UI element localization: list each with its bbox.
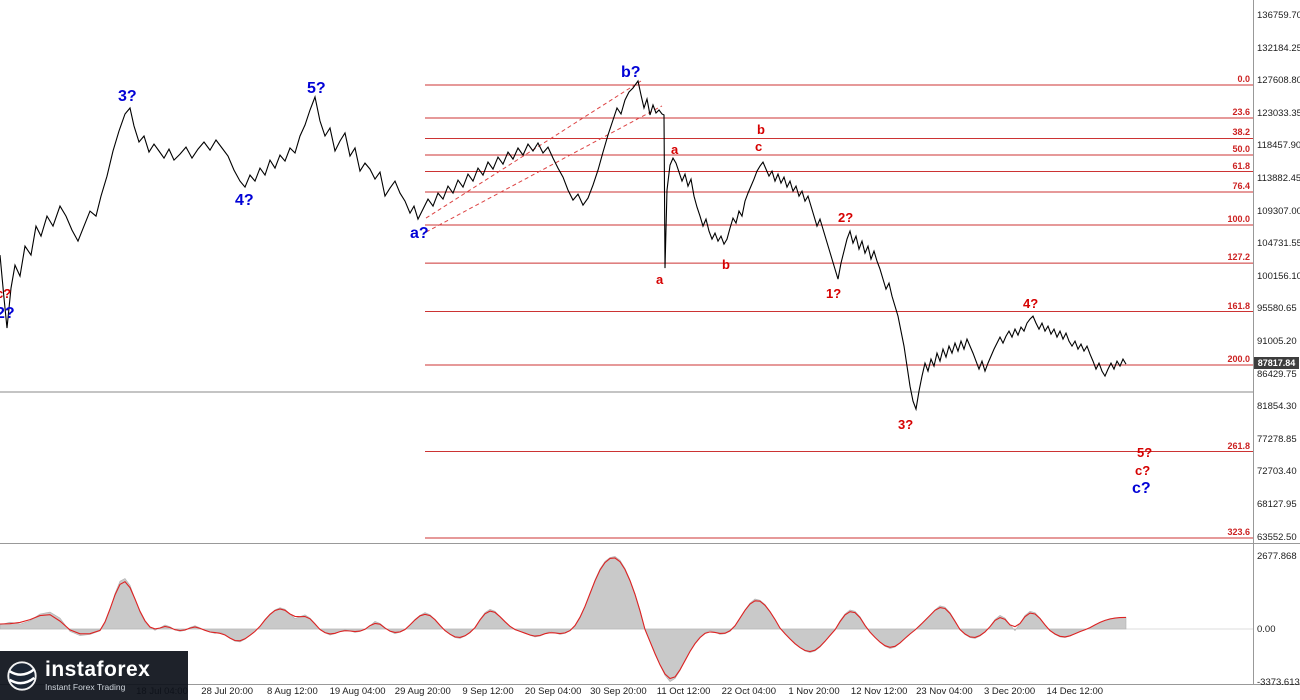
trend-line[interactable] <box>425 105 663 233</box>
brand-name: instaforex <box>45 658 151 681</box>
current-price-badge: 87817.84 <box>1254 357 1299 370</box>
price-line <box>0 79 1127 412</box>
instaforex-globe-icon <box>7 660 37 691</box>
instaforex-watermark: instaforex Instant Forex Trading <box>0 651 188 700</box>
brand-tagline: Instant Forex Trading <box>45 682 126 692</box>
oscillator-signal-line <box>0 557 1127 680</box>
